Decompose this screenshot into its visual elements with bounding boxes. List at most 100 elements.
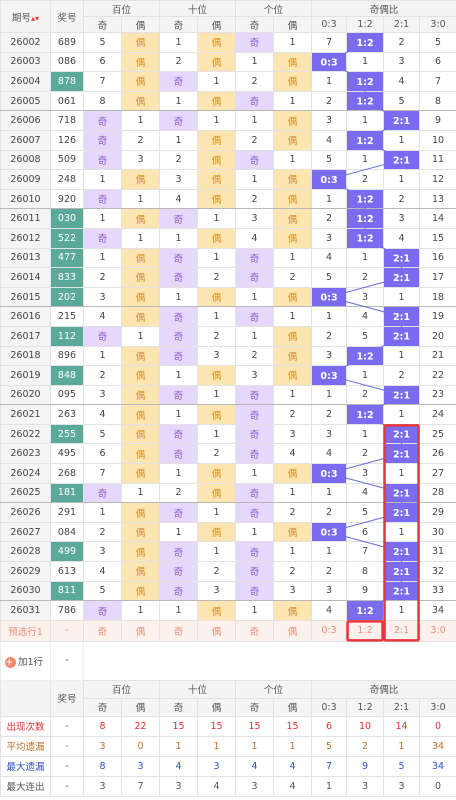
cell: 2 <box>197 561 237 582</box>
cell: 2 <box>235 129 275 151</box>
cell: 8 <box>83 90 122 112</box>
cell: 5 <box>419 32 456 53</box>
cell: 1 <box>346 149 385 171</box>
number-cell: 086 <box>50 51 84 73</box>
number-cell: 522 <box>50 227 84 249</box>
cell: 7 <box>419 71 456 92</box>
cell: 1 <box>235 169 275 190</box>
cell: 偶 <box>120 286 161 308</box>
cell: 奇 <box>159 345 199 367</box>
add-row-button[interactable]: + 加1行 <box>0 640 51 681</box>
footer-sub-header: 1:2 <box>346 697 385 717</box>
cell: 1 <box>311 384 348 406</box>
cell: 3 <box>197 580 237 602</box>
period-cell: 26021 <box>0 404 51 425</box>
footer-sub-header: 3:0 <box>419 697 456 717</box>
cell: 1:2 <box>346 32 385 53</box>
number-cell: 495 <box>50 443 84 465</box>
cell: 3 <box>159 169 199 190</box>
number-cell: 112 <box>50 325 84 347</box>
stats-value: 34 <box>419 735 456 757</box>
cell: 奇 <box>83 325 122 347</box>
cell: 3 <box>83 541 122 563</box>
data-row: 26030 811 5 偶奇 3 奇 3 3 9 2:1 33 <box>0 580 456 602</box>
cell: 2:1 <box>383 149 421 171</box>
stats-number: - <box>50 755 84 777</box>
cell: 偶 <box>120 365 161 386</box>
data-row: 26029 613 4 偶奇 2 奇 2 2 8 2:1 32 <box>0 561 456 582</box>
preselect-cell[interactable]: 奇 <box>159 619 199 642</box>
preselect-cell[interactable]: 奇 <box>83 619 122 642</box>
period-cell: 26002 <box>0 32 51 53</box>
preselect-cell[interactable]: 0:3 <box>311 619 348 642</box>
stats-row: 平均遗漏 -3 0 1 1 1 1 5 2 1 34 <box>0 735 456 757</box>
cell: 偶 <box>120 443 161 465</box>
cell: 1 <box>235 325 275 347</box>
cell: 2 <box>311 561 348 582</box>
cell: 偶 <box>197 51 237 73</box>
cell: 3 <box>311 580 348 602</box>
stats-label: 最大遗漏 <box>0 755 51 777</box>
preselect-cell[interactable]: 奇 <box>235 619 275 642</box>
preselect-cell[interactable]: 偶 <box>120 619 161 642</box>
sub-header: 1:2 <box>346 16 385 33</box>
cell: 7 <box>346 541 385 563</box>
cell: 1 <box>159 365 199 386</box>
cell: 2 <box>346 267 385 288</box>
cell: 2:1 <box>383 384 421 406</box>
cell: 20 <box>419 325 456 347</box>
cell: 偶 <box>197 521 237 543</box>
period-cell: 26005 <box>0 90 51 112</box>
cell: 2 <box>311 325 348 347</box>
cell: 奇 <box>159 71 199 92</box>
data-row: 26025 181 奇 1 2 偶奇 1 1 4 2:1 28 <box>0 482 456 504</box>
cell: 奇 <box>235 384 275 406</box>
cell: 奇 <box>235 541 275 563</box>
cell: 偶 <box>273 188 313 210</box>
stats-value: 15 <box>159 715 199 737</box>
period-cell: 26013 <box>0 247 51 269</box>
stats-value: 1 <box>197 735 237 757</box>
number-cell: 896 <box>50 345 84 367</box>
data-row: 26027 084 2 偶 1 偶 1 偶 0:3 6 1 30 <box>0 521 456 543</box>
cell: 7 <box>83 463 122 484</box>
cell: 10 <box>419 129 456 151</box>
sub-header: 0:3 <box>311 16 348 33</box>
preselect-cell[interactable]: 2:1 <box>383 619 421 642</box>
cell: 4 <box>383 71 421 92</box>
sub-header: 奇 <box>83 16 122 33</box>
cell: 1 <box>273 149 313 171</box>
cell: 8 <box>346 561 385 582</box>
period-cell: 26026 <box>0 502 51 523</box>
preselect-cell[interactable]: 偶 <box>273 619 313 642</box>
cell: 1 <box>273 32 313 53</box>
preselect-cell[interactable]: 1:2 <box>346 619 385 642</box>
cell: 22 <box>419 365 456 386</box>
cell: 1 <box>120 188 161 210</box>
cell: 28 <box>419 482 456 504</box>
number-cell: 811 <box>50 580 84 602</box>
stats-value: 4 <box>159 755 199 777</box>
cell: 2 <box>83 365 122 386</box>
stats-value: 3 <box>346 775 385 797</box>
cell: 2:1 <box>383 325 421 347</box>
number-cell: 095 <box>50 384 84 406</box>
data-row: 26024 268 7 偶 1 偶 1 偶 0:3 3 1 27 <box>0 463 456 484</box>
stats-value: 5 <box>383 755 421 777</box>
stats-row: 出现次数 -8 22 15 15 15 15 6 10 14 0 <box>0 715 456 737</box>
cell: 3 <box>273 580 313 602</box>
preselect-cell[interactable]: 3:0 <box>419 619 456 642</box>
cell: 奇 <box>235 561 275 582</box>
period-cell: 26027 <box>0 521 51 543</box>
stats-value: 9 <box>346 755 385 777</box>
cell: 偶 <box>120 71 161 92</box>
preselect-cell[interactable]: 偶 <box>197 619 237 642</box>
number-cell: 848 <box>50 365 84 386</box>
data-row: 26009 248 1 偶 3 偶 1 偶 0:3 2 1 12 <box>0 169 456 190</box>
cell: 偶 <box>197 365 237 386</box>
cell: 1:2 <box>346 404 385 425</box>
preselect-row: 预选行1- 奇偶奇偶奇偶 0:3 1:2 2:1 3:0 <box>0 619 456 642</box>
cell: 奇 <box>235 443 275 465</box>
number-cell: 255 <box>50 423 84 445</box>
cell: 1 <box>383 521 421 543</box>
